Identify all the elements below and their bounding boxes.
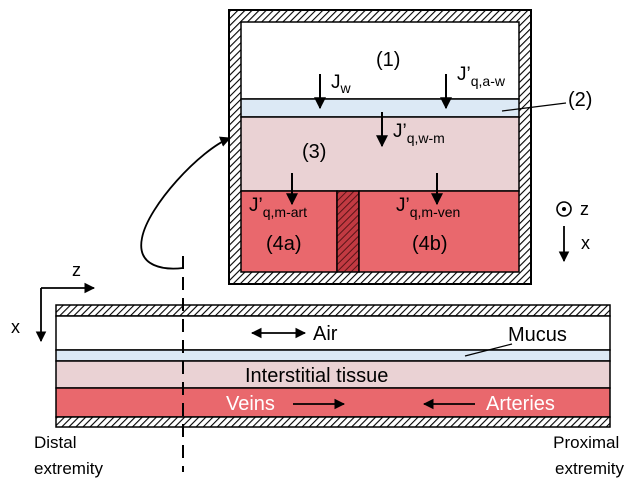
region-label-tissue: (3) [302,141,326,163]
airway-air-layer [55,315,611,351]
flux-jq-aw-main: J’ [457,64,471,85]
axis-z-dot-icon [562,207,566,211]
inset-septum [336,190,360,273]
airway-axis-z-label: z [72,260,81,280]
distal-extremity-label: Distal extremity [34,433,103,478]
inset-air-region [240,21,520,100]
flux-label-jq-mven: J’q,m-ven [396,195,460,220]
mucus-leader-line [501,102,567,112]
flux-jw-sub: w [340,80,352,96]
airway-tissue-layer [55,360,611,389]
proximal-extremity-label: Proximal extremity [553,433,624,478]
airway-mucus-layer [55,349,611,362]
inset-tissue-region [240,116,520,192]
region-label-mucus: (2) [568,89,592,111]
flux-jq-mart-sub: q,m-art [263,204,307,220]
flux-jq-aw-sub: q,a-w [471,73,506,89]
inset-axis-x-label: x [581,233,590,253]
distal-line2: extremity [34,459,103,478]
flux-jq-mven-sub: q,m-ven [410,204,461,220]
flux-jq-mven-main: J’ [396,195,410,216]
mucus-layer-leader [464,343,513,357]
inset-axis-z-label: z [580,199,589,219]
inset-cross-section: (1) (2) (3) (4a) (4b) Jw J’q,a-w J’q,w-m… [228,9,592,285]
tissue-layer-label: Interstitial tissue [245,365,388,387]
section-connector-arrow [140,136,232,270]
flux-label-jq-wm: J’q,w-m [393,121,445,146]
region-label-artery: (4a) [266,233,302,255]
flux-label-jw: Jw [331,72,352,96]
proximal-line1: Proximal [553,433,619,452]
air-layer-label: Air [313,323,338,345]
flux-jq-wm-sub: q,w-m [407,130,445,146]
mucus-layer-label: Mucus [508,324,567,346]
flux-jq-mart-main: J’ [249,195,263,216]
proximal-line2: extremity [555,459,624,478]
region-label-vein: (4b) [412,233,448,255]
veins-layer-label: Veins [226,393,275,415]
airway-longitudinal: z x Air Mucus Interstitial tissue Veins … [11,256,624,478]
flux-jw-main: J [331,72,341,93]
region-label-air: (1) [376,49,400,71]
airway-bottom-wall [55,416,611,428]
flux-jq-wm-main: J’ [393,121,407,142]
flux-label-jq-mart: J’q,m-art [249,195,307,220]
arteries-layer-label: Arteries [486,393,555,415]
airway-axis-x-label: x [11,317,20,337]
airway-top-wall [55,304,611,317]
flux-label-jq-aw: J’q,a-w [457,64,506,89]
distal-line1: Distal [34,433,77,452]
inset-mucus-region [240,98,520,118]
